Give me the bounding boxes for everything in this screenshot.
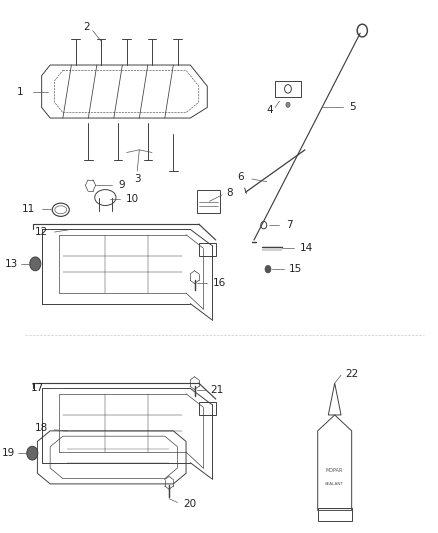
Text: MOPAR: MOPAR bbox=[326, 468, 343, 473]
Text: 16: 16 bbox=[212, 278, 226, 288]
Text: 11: 11 bbox=[22, 204, 35, 214]
Text: 6: 6 bbox=[237, 172, 244, 182]
Text: 13: 13 bbox=[5, 259, 18, 269]
Text: SEALANT: SEALANT bbox=[325, 482, 344, 486]
Bar bbox=[318, 508, 352, 521]
Text: 17: 17 bbox=[31, 383, 44, 393]
Text: 22: 22 bbox=[345, 369, 359, 378]
Circle shape bbox=[265, 265, 271, 273]
Text: 5: 5 bbox=[350, 102, 356, 112]
Text: 4: 4 bbox=[266, 104, 273, 115]
Text: 1: 1 bbox=[17, 86, 24, 96]
Text: 20: 20 bbox=[183, 499, 196, 509]
Circle shape bbox=[30, 257, 41, 271]
Text: 19: 19 bbox=[2, 448, 15, 458]
Text: 7: 7 bbox=[286, 220, 293, 230]
Text: 9: 9 bbox=[118, 180, 125, 190]
Bar bbox=[197, 190, 220, 214]
Text: 10: 10 bbox=[126, 193, 139, 204]
Text: 2: 2 bbox=[83, 22, 89, 32]
Text: 3: 3 bbox=[134, 174, 141, 184]
Text: 21: 21 bbox=[211, 384, 224, 394]
Text: 8: 8 bbox=[226, 188, 233, 198]
Text: 12: 12 bbox=[35, 227, 48, 237]
Text: 18: 18 bbox=[35, 423, 48, 433]
Circle shape bbox=[27, 446, 38, 460]
Bar bbox=[199, 243, 216, 256]
Circle shape bbox=[286, 102, 290, 108]
Text: 15: 15 bbox=[289, 264, 302, 274]
Text: 14: 14 bbox=[300, 243, 313, 253]
Bar bbox=[199, 402, 216, 415]
